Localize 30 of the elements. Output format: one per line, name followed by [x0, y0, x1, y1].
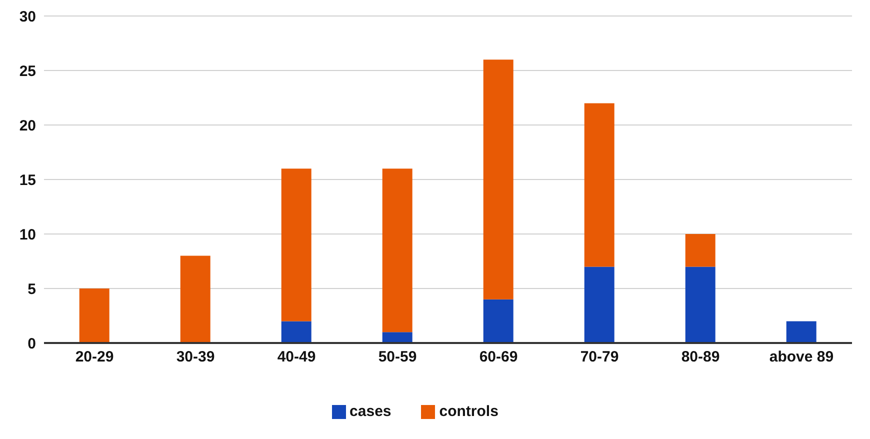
bar	[584, 103, 614, 267]
bar	[79, 288, 110, 343]
x-tick-label: 20-29	[75, 348, 114, 366]
bar	[685, 266, 716, 343]
bar	[180, 256, 210, 343]
y-tick-label: 20	[19, 117, 36, 134]
y-tick-label: 25	[19, 62, 36, 80]
legend-label: controls	[439, 403, 498, 420]
bar	[483, 60, 514, 300]
bar	[584, 266, 614, 343]
y-tick-label: 15	[19, 172, 36, 189]
legend-label: cases	[350, 403, 392, 420]
y-tick-label: 30	[19, 8, 36, 26]
bar	[281, 321, 312, 343]
x-tick-label: 50-59	[378, 348, 417, 366]
bar	[786, 321, 816, 343]
bar	[483, 299, 514, 343]
bar	[382, 332, 412, 343]
x-tick-label: 70-79	[580, 348, 619, 366]
x-tick-label: above 89	[769, 348, 834, 366]
x-tick-label: 80-89	[681, 348, 720, 366]
bar	[685, 234, 716, 267]
bar	[281, 168, 312, 322]
x-tick-label: 40-49	[277, 348, 316, 366]
x-tick-label: 30-39	[176, 348, 215, 366]
bar	[382, 168, 412, 332]
y-tick-label: 5	[28, 280, 36, 298]
x-tick-label: 60-69	[479, 348, 518, 366]
y-tick-label: 0	[28, 335, 36, 352]
y-tick-label: 10	[19, 226, 36, 244]
